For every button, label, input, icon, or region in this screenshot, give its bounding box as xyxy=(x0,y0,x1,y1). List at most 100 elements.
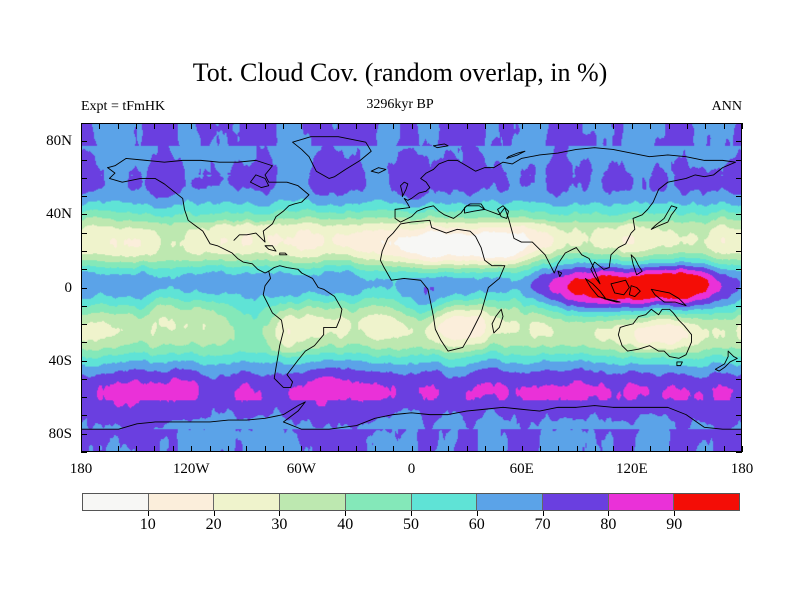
x-axis-tick xyxy=(191,446,193,452)
y-axis-tick xyxy=(736,123,742,124)
colorbar-tick xyxy=(542,511,544,516)
x-axis-tick xyxy=(705,123,707,129)
y-axis-tick xyxy=(736,433,742,435)
x-axis-tick xyxy=(521,123,523,129)
colorbar-tick-label: 60 xyxy=(468,516,485,533)
colorbar-band xyxy=(280,494,346,510)
x-axis-tick xyxy=(613,123,615,129)
cloud-cover-heatmap xyxy=(82,124,741,451)
x-axis-tick xyxy=(338,123,340,129)
x-axis-tick xyxy=(99,446,101,452)
y-axis-tick xyxy=(81,415,87,417)
x-axis-tick xyxy=(631,123,633,129)
colorbar-band xyxy=(542,494,609,510)
epoch-label: 3296kyr BP xyxy=(366,97,434,112)
y-axis-tick xyxy=(81,269,87,271)
x-axis-tick xyxy=(411,446,413,452)
x-axis-tick xyxy=(411,123,413,129)
x-axis-tick xyxy=(246,446,248,452)
x-axis-tick xyxy=(154,123,156,129)
y-axis-tick xyxy=(81,177,87,179)
y-axis-tick xyxy=(736,378,742,380)
colorbar-tick xyxy=(213,511,215,516)
y-axis-tick xyxy=(736,141,742,143)
y-axis-tick xyxy=(736,397,742,399)
x-axis-tick xyxy=(319,123,321,129)
x-axis-tick xyxy=(154,446,156,452)
x-axis-label: 180 xyxy=(69,461,93,477)
x-axis-tick xyxy=(484,446,486,452)
x-axis-tick xyxy=(650,446,652,452)
x-axis-tick xyxy=(631,446,633,452)
y-axis-tick xyxy=(736,196,742,198)
x-axis-label: 60W xyxy=(286,461,316,477)
colorbar-tick xyxy=(147,511,149,516)
x-axis-tick xyxy=(209,446,211,452)
x-axis-label: 120E xyxy=(615,461,648,477)
season-label: ANN xyxy=(711,99,742,114)
x-axis-tick xyxy=(136,446,138,452)
y-axis-label: 80N xyxy=(46,133,72,150)
x-axis-tick xyxy=(374,446,376,452)
x-axis-tick xyxy=(595,123,597,129)
x-axis-tick xyxy=(393,446,395,452)
y-axis-label: 40S xyxy=(48,352,72,369)
x-axis-tick xyxy=(540,123,542,129)
x-axis-tick xyxy=(264,123,266,129)
x-axis-tick xyxy=(264,446,266,452)
y-axis-tick xyxy=(736,324,742,326)
colorbar-tick-label: 50 xyxy=(403,516,419,533)
colorbar-tick xyxy=(345,511,347,516)
y-axis-tick xyxy=(736,269,742,271)
y-axis-tick xyxy=(81,452,87,453)
x-axis-tick xyxy=(466,446,468,452)
x-axis-label: 120W xyxy=(172,461,210,477)
colorbar-tick-label: 70 xyxy=(534,516,551,533)
colorbar xyxy=(82,493,740,511)
x-axis-tick xyxy=(429,123,431,129)
y-axis-tick xyxy=(81,287,87,289)
colorbar-tick-label: 20 xyxy=(205,516,222,533)
y-axis-tick xyxy=(736,177,742,179)
y-axis-tick xyxy=(736,305,742,307)
x-axis-tick xyxy=(613,446,615,452)
experiment-label: Expt = tFmHK xyxy=(81,99,166,114)
x-axis-tick xyxy=(393,123,395,129)
colorbar-tick xyxy=(608,511,610,516)
x-axis-tick xyxy=(503,123,505,129)
x-axis-tick xyxy=(172,446,174,452)
x-axis-tick xyxy=(723,123,725,129)
x-axis-tick xyxy=(448,123,450,129)
colorbar-tick xyxy=(674,511,676,516)
y-axis-tick xyxy=(81,397,87,399)
x-axis-tick xyxy=(576,446,578,452)
x-axis-tick xyxy=(99,123,101,129)
y-axis-tick xyxy=(81,342,87,344)
colorbar-band xyxy=(83,494,149,510)
x-axis-tick xyxy=(338,446,340,452)
x-axis-tick xyxy=(374,123,376,129)
x-axis-tick xyxy=(81,446,82,452)
y-axis-label: 40N xyxy=(46,206,72,223)
x-axis-label: 180 xyxy=(730,461,754,477)
x-axis-tick xyxy=(484,123,486,129)
colorbar-tick-label: 10 xyxy=(139,516,156,533)
x-axis-label: 0 xyxy=(407,461,416,477)
x-axis-tick xyxy=(742,123,743,129)
colorbar-band xyxy=(608,494,675,510)
x-axis-tick xyxy=(282,446,284,452)
y-axis-label: 0 xyxy=(64,279,73,296)
x-axis-tick xyxy=(227,123,229,129)
x-axis-tick xyxy=(209,123,211,129)
colorbar-tick-label: 80 xyxy=(600,516,617,533)
x-axis-tick xyxy=(172,123,174,129)
y-axis-tick xyxy=(736,214,742,216)
x-axis-tick xyxy=(356,446,358,452)
x-axis-tick xyxy=(191,123,193,129)
x-axis-tick xyxy=(668,123,670,129)
x-axis-tick xyxy=(466,123,468,129)
x-axis-tick xyxy=(558,123,560,129)
page-title: Tot. Cloud Cov. (random overlap, in %) xyxy=(192,58,608,87)
x-axis-tick xyxy=(448,446,450,452)
x-axis-tick xyxy=(705,446,707,452)
